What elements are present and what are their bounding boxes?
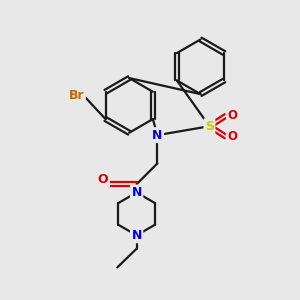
Text: O: O [227,109,237,122]
Text: N: N [131,186,142,199]
Text: Br: Br [69,88,84,101]
Text: O: O [227,130,237,143]
Text: S: S [205,120,214,133]
Text: N: N [152,129,163,142]
Text: N: N [131,229,142,242]
Text: O: O [98,173,108,186]
